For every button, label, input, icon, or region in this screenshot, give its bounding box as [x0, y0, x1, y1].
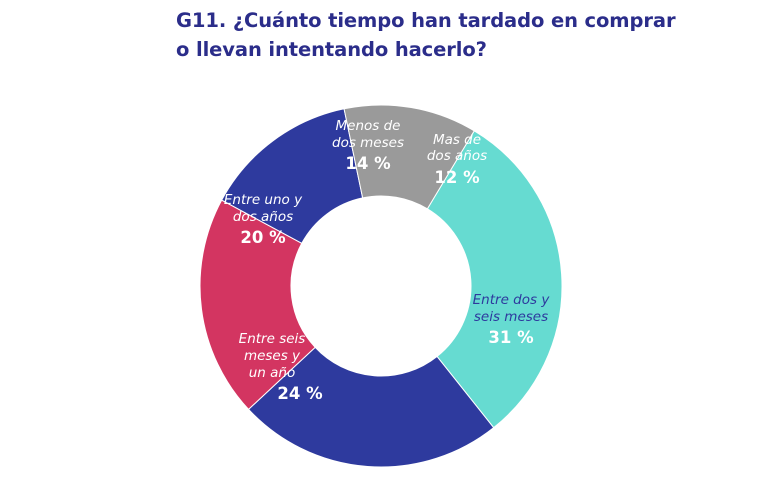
donut-slice-3	[220, 108, 364, 244]
donut-slice-4	[343, 104, 475, 210]
slice-label-0-line-1: seis meses	[474, 309, 548, 325]
slice-value-1: 24 %	[277, 384, 323, 403]
slice-label-2-line-0: Entre uno y	[224, 192, 303, 208]
donut-slice-0	[426, 130, 563, 429]
slice-label-1-line-2: un año	[249, 365, 296, 381]
slice-value-3: 14 %	[345, 154, 391, 173]
chart-title: G11. ¿Cuánto tiempo han tardado en compr…	[176, 6, 676, 64]
slice-label-4-line-0: Mas de	[433, 132, 481, 148]
donut-slices	[199, 104, 563, 468]
slice-label-3-line-0: Menos de	[336, 118, 401, 134]
slice-label-1-line-1: meses y	[244, 348, 301, 364]
slice-value-4: 12 %	[434, 168, 480, 187]
slice-value-2: 20 %	[240, 228, 286, 247]
chart-title-line-1: G11. ¿Cuánto tiempo han tardado en compr…	[176, 9, 676, 32]
slice-label-2-line-1: dos años	[233, 209, 293, 225]
slice-label-0-line-0: Entre dos y	[473, 292, 551, 308]
slice-label-1-line-0: Entre seis	[239, 331, 306, 347]
slice-value-0: 31 %	[488, 328, 534, 347]
slice-label-3-line-1: dos meses	[332, 135, 404, 151]
slice-label-4-line-1: dos años	[427, 148, 487, 164]
chart-title-line-2: o llevan intentando hacerlo?	[176, 38, 487, 61]
donut-slice-2	[199, 199, 316, 411]
donut-slice-1	[247, 346, 495, 468]
